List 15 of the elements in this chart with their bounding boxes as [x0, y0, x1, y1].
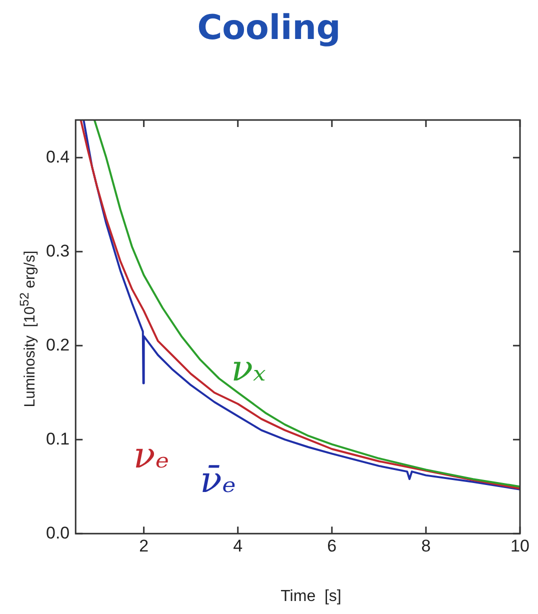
chart-title: Cooling — [196, 8, 342, 48]
y-tick-label: 0.0 — [46, 523, 70, 542]
series-label: ν̄ₑ — [200, 460, 236, 502]
y-tick-label: 0.4 — [46, 147, 70, 166]
y-tick-label: 0.2 — [46, 335, 70, 354]
x-tick-label: 10 — [510, 536, 530, 556]
y-tick-label: 0.3 — [46, 241, 70, 260]
x-tick-label: 6 — [327, 536, 337, 556]
y-tick-label: 0.1 — [46, 429, 70, 448]
x-tick-label: 8 — [421, 536, 431, 556]
x-tick-label: 2 — [139, 536, 149, 556]
series-label: νₑ — [133, 435, 170, 476]
series-label: νₓ — [231, 348, 266, 390]
x-axis-title: Time [s] — [280, 588, 342, 606]
x-tick-label: 4 — [233, 536, 243, 556]
